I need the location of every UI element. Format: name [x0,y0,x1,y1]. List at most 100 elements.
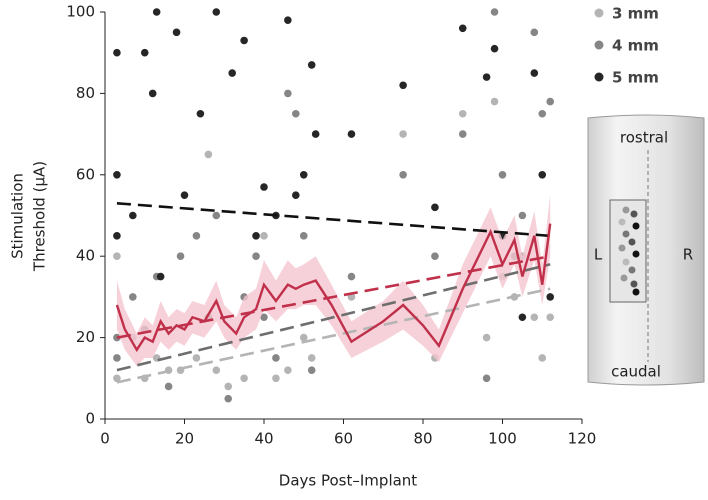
point [347,130,356,138]
y-tick-label: 80 [76,84,95,102]
electrodes [618,206,640,296]
point [113,171,121,179]
point [482,333,491,342]
point [192,232,201,240]
point [113,48,121,57]
point [228,69,236,77]
point [538,354,547,362]
point [113,232,121,240]
point [272,354,280,362]
point [518,211,527,220]
point [140,48,149,57]
point [129,211,137,220]
point [490,97,499,106]
point [538,109,547,118]
point [399,130,407,138]
schematic-label: caudal [611,363,661,381]
point [212,211,221,220]
point [482,374,491,383]
point [284,16,292,24]
point [518,313,527,322]
point [176,252,185,260]
point [307,354,316,362]
trend-line [116,201,551,238]
point [148,89,157,98]
point [299,333,308,342]
x-tick-label: 120 [568,430,597,448]
legend-label: 3 mm [612,5,659,23]
y-tick-label: 40 [76,247,95,265]
point [307,366,316,374]
point [482,73,491,81]
point [431,203,439,212]
point [196,109,205,118]
x-tick-label: 60 [334,430,353,448]
point [260,313,268,322]
point [129,293,137,301]
point [212,366,221,374]
trend-line [116,263,551,372]
point [530,69,539,77]
point [113,252,121,260]
point [546,293,554,301]
legend-label: 5 mm [612,69,659,87]
y-tick-label: 0 [85,410,95,428]
point [113,354,121,362]
x-tick-label: 40 [254,430,273,448]
x-tick-label: 100 [488,430,517,448]
point [399,171,407,179]
x-tick-label: 20 [175,430,194,448]
point [224,382,233,391]
point [252,252,260,260]
schematic: rostral caudal L R [587,114,705,386]
x-tick-label: 0 [100,430,110,448]
point [284,89,292,98]
point [192,354,201,362]
point [272,374,280,383]
point [224,394,233,403]
x-tick-label: 80 [413,430,432,448]
y-tick-label: 60 [76,165,95,183]
point [299,232,308,240]
point [172,28,181,37]
point [164,382,173,391]
point [431,252,439,260]
legend-label: 4 mm [612,37,659,55]
x-axis-label: Days Post–Implant [279,472,418,490]
point [530,313,539,322]
y-axis-label: Threshold (μA) [31,161,49,272]
point [498,171,507,179]
point [530,28,539,37]
point [299,171,308,179]
point [292,109,300,118]
point [490,44,499,53]
point [260,183,268,191]
legend-marker [594,8,604,18]
mean-line [115,223,552,353]
point [490,8,499,16]
point [458,109,467,118]
schematic-label: R [683,246,693,264]
point [240,374,248,383]
point [347,272,356,281]
point [292,191,300,199]
point [113,333,121,342]
point [399,81,407,90]
schematic-label: rostral [620,129,668,147]
point [240,36,248,45]
point [252,232,260,240]
trend-line [116,287,551,384]
point [307,61,316,69]
point [156,272,165,281]
point [113,374,121,383]
point [546,313,554,322]
point [212,8,221,16]
point [546,97,554,106]
y-axis-label: Stimulation [9,173,27,259]
point [204,150,213,159]
y-tick-label: 20 [76,328,95,346]
point [152,8,161,16]
schematic-label: L [594,246,603,264]
point [311,130,320,138]
array [609,199,647,303]
